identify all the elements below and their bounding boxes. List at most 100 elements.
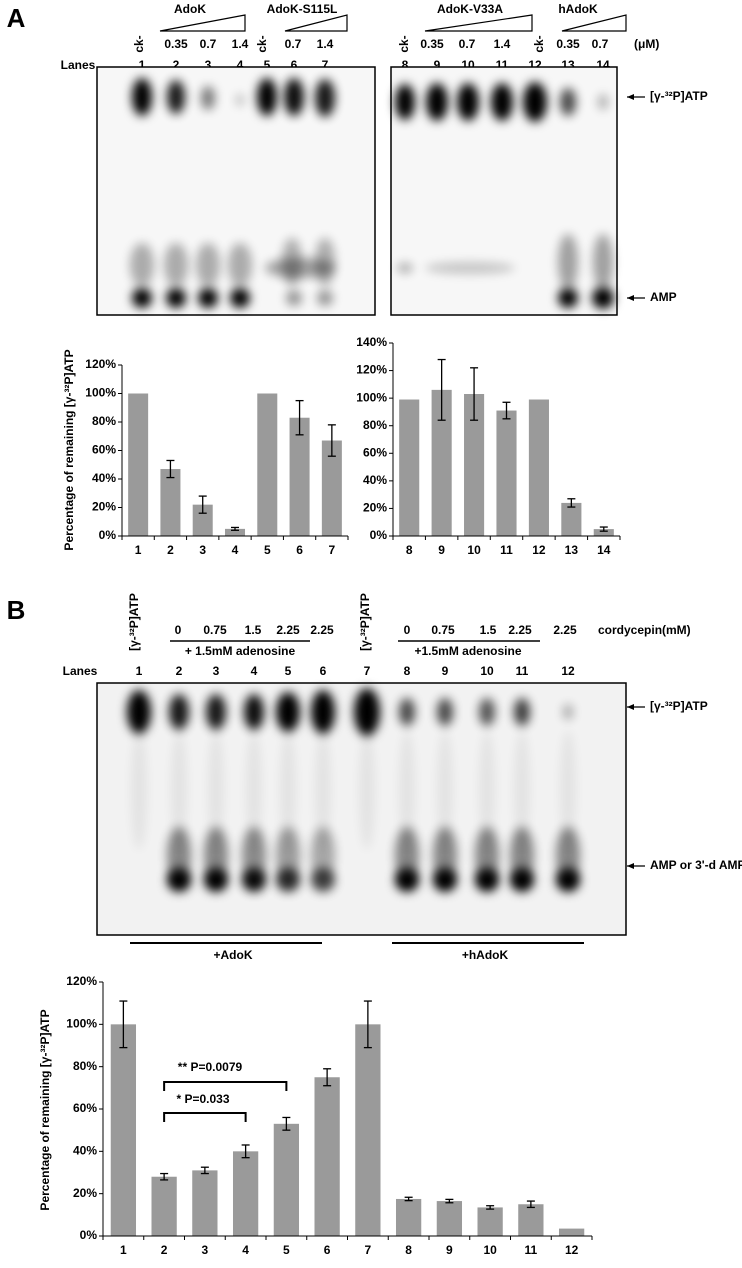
bar (399, 399, 420, 536)
lane-number: 3 (205, 58, 212, 72)
condition-label: 1.4 (317, 37, 334, 51)
gel-spot (132, 78, 152, 116)
bar (464, 394, 485, 536)
gel-spot (593, 234, 613, 290)
x-tick-label: 11 (500, 543, 513, 557)
gel-image (97, 67, 375, 315)
x-tick-label: 3 (202, 1243, 209, 1257)
condition-label: 1.5 (245, 623, 262, 637)
gel-spot (204, 827, 228, 883)
x-tick-label: 9 (438, 543, 445, 557)
gel-spot (276, 827, 300, 883)
unit-label: cordycepin(mM) (598, 623, 691, 637)
gel-spot (167, 827, 191, 883)
gel-spot (242, 827, 266, 883)
y-tick-label: 20% (92, 500, 116, 514)
gel-spot (198, 288, 218, 308)
wedge (284, 14, 348, 32)
condition-label: 0.75 (431, 623, 455, 637)
y-tick-label: 100% (66, 1017, 97, 1031)
condition-label: 2.25 (553, 623, 577, 637)
band-label: [γ-³²P]ATP (650, 89, 708, 103)
lane-number: 7 (364, 664, 371, 678)
gel-spot (164, 243, 188, 287)
lanes-label: Lanes (61, 58, 96, 72)
x-tick-label: 4 (232, 543, 239, 557)
y-tick-label: 140% (356, 335, 387, 349)
gel-frame (96, 682, 627, 936)
condition-label: 0 (175, 623, 182, 637)
gel-spot (475, 827, 499, 883)
bar (561, 502, 582, 536)
gel-spot (282, 238, 302, 286)
y-tick-label: 120% (356, 363, 387, 377)
gel-spot (598, 94, 608, 110)
bar (321, 440, 342, 536)
lane-number: 5 (264, 58, 271, 72)
y-tick-label: 40% (92, 471, 116, 485)
lane-number: 1 (139, 58, 146, 72)
gel-spot (230, 288, 250, 308)
gel-spot (425, 262, 515, 274)
bar (110, 1024, 137, 1236)
y-tick-label: 120% (85, 357, 116, 371)
gel-spot (280, 730, 296, 850)
gel-spot (315, 79, 335, 117)
gel-spot (359, 730, 375, 850)
gel-spot (206, 694, 226, 730)
gel-spot (514, 730, 530, 850)
wedge (561, 14, 627, 32)
band-label: AMP (650, 290, 677, 304)
arrow-head (627, 295, 634, 301)
y-tick-label: 20% (363, 501, 387, 515)
y-tick-label: 60% (92, 443, 116, 457)
gel-spot (196, 243, 220, 287)
x-tick-label: 5 (283, 1243, 290, 1257)
gel-spot (257, 78, 277, 116)
gel-spot (399, 730, 415, 850)
gel-spot (311, 690, 335, 734)
y-tick-label: 40% (73, 1144, 97, 1158)
gel-spot (208, 730, 224, 850)
wedge (159, 14, 246, 32)
group-label: AdoK-V33A (437, 2, 503, 16)
gel-spot (457, 83, 479, 121)
x-tick-label: 10 (467, 543, 481, 557)
condition-label: 0.7 (200, 37, 217, 51)
x-tick-label: 13 (565, 543, 579, 557)
gel-spot (510, 827, 534, 883)
gel-spot (244, 694, 264, 730)
x-tick-label: 5 (264, 543, 271, 557)
condition-label: [γ-³²P]ATP (127, 593, 141, 651)
bar (151, 1176, 177, 1236)
lane-number: 7 (322, 58, 329, 72)
gel-frame (390, 66, 618, 316)
y-tick-label: 0% (99, 528, 117, 542)
gel-spot (315, 730, 331, 850)
condition-label: 2.25 (276, 623, 300, 637)
gel-spot (236, 94, 244, 106)
bar (436, 1201, 463, 1236)
gel-spot (228, 243, 252, 287)
group-label: +1.5mM adenosine (414, 644, 521, 658)
y-tick-label: 80% (363, 418, 387, 432)
x-tick-label: 7 (365, 1243, 372, 1257)
gel-spot (556, 827, 580, 883)
condition-label: 1.4 (232, 37, 249, 51)
gel-spot (395, 827, 419, 883)
condition-label: 1.4 (494, 37, 511, 51)
bar (273, 1123, 300, 1236)
gel-spot (560, 730, 576, 850)
lane-number: 6 (291, 58, 298, 72)
bar (192, 504, 213, 536)
group-label: + 1.5mM adenosine (185, 644, 296, 658)
condition-label: 1.5 (480, 623, 497, 637)
group-label: AdoK-S115L (267, 2, 338, 16)
bar (224, 528, 246, 536)
y-tick-label: 20% (73, 1186, 97, 1200)
gel-spot (437, 698, 453, 726)
y-tick-label: 80% (73, 1059, 97, 1073)
x-tick-label: 4 (242, 1243, 249, 1257)
gel-spot (311, 827, 335, 883)
